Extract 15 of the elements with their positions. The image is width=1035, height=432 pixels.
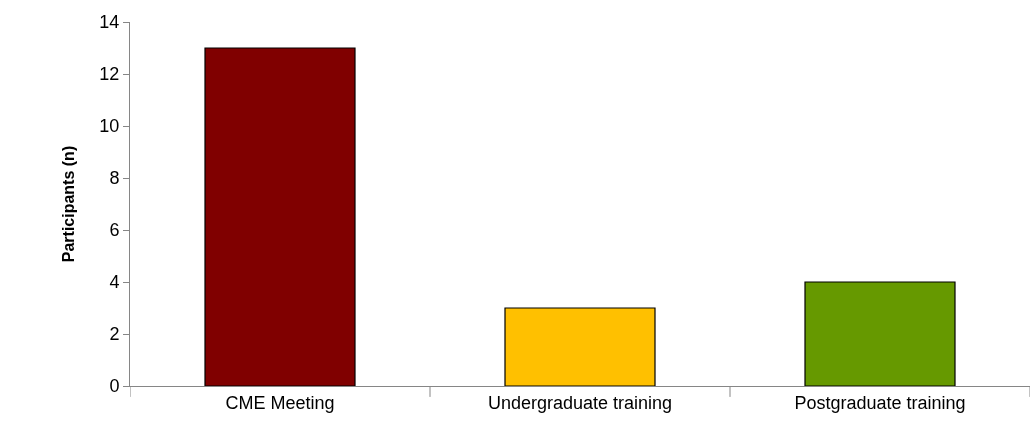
y-tick-label: 4 [109,272,120,293]
y-tick-label: 0 [109,376,120,397]
bar [504,307,656,386]
x-tick-label: Postgraduate training [794,392,966,413]
y-axis-title: Participants (n) [60,145,78,263]
x-tick-label: CME Meeting [225,392,335,413]
bar [804,281,956,386]
y-tick-label: 6 [109,220,120,241]
y-tick-label: 12 [99,64,120,85]
y-tick-label: 8 [109,168,120,189]
bar [204,47,356,386]
y-tick-label: 14 [99,12,120,33]
y-tick-label: 10 [99,116,120,137]
x-tick-label: Undergraduate training [487,392,673,413]
y-tick-label: 2 [109,324,120,345]
